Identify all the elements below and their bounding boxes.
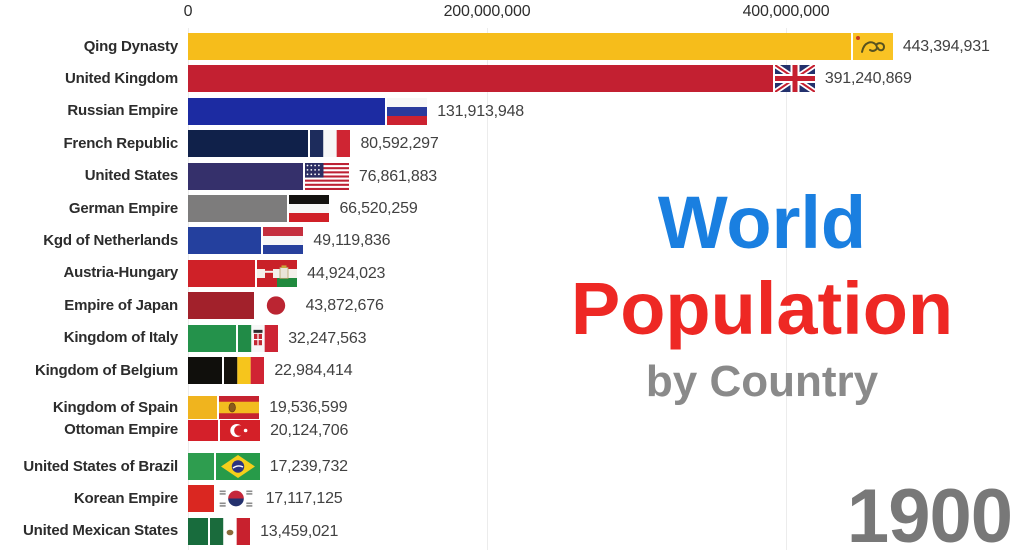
population-bar <box>188 130 309 158</box>
country-label: United States <box>84 167 178 185</box>
value-label: 32,247,563 <box>288 329 367 347</box>
x-axis-tick-label: 0 <box>183 3 193 20</box>
country-label: United Kingdom <box>64 69 178 87</box>
spain-flag-icon <box>219 396 260 419</box>
population-bar <box>188 357 223 384</box>
value-label: 49,119,836 <box>313 232 391 250</box>
population-bar <box>188 292 254 320</box>
country-label: French Republic <box>63 134 178 152</box>
value-label: 131,913,948 <box>437 102 524 120</box>
population-bar <box>188 227 262 255</box>
gridline <box>487 28 488 550</box>
italy-kingdom-flag-icon <box>238 324 279 352</box>
country-label: Kingdom of Spain <box>52 398 178 416</box>
country-label: Russian Empire <box>67 102 178 120</box>
france-flag-icon <box>310 130 351 158</box>
chart-title-line-1: World <box>657 181 867 264</box>
belgium-flag-icon <box>224 357 265 384</box>
population-bar <box>188 453 214 480</box>
country-label: Korean Empire <box>73 489 178 507</box>
value-label: 43,872,676 <box>305 297 384 315</box>
population-bar <box>188 324 237 352</box>
value-label: 44,924,023 <box>307 264 386 282</box>
usa-flag-icon <box>304 162 349 190</box>
country-label: Austria-Hungary <box>63 264 178 282</box>
population-bar <box>188 396 218 419</box>
country-label: German Empire <box>68 199 178 217</box>
country-label: Empire of Japan <box>64 296 178 314</box>
x-axis-tick-label: 400,000,000 <box>742 3 830 20</box>
population-bar <box>188 65 773 93</box>
population-bar <box>188 419 219 441</box>
japan-flag-icon <box>255 292 296 320</box>
country-label: Qing Dynasty <box>83 37 178 55</box>
population-bar <box>188 195 288 222</box>
value-label: 66,520,259 <box>339 200 418 217</box>
country-label: Kingdom of Belgium <box>34 361 178 379</box>
value-label: 76,861,883 <box>358 167 437 185</box>
qing-flag-icon <box>852 33 893 60</box>
value-label: 13,459,021 <box>260 522 339 540</box>
ottoman-flag-icon <box>220 419 261 441</box>
country-label: United Mexican States <box>22 522 178 540</box>
value-label: 80,592,297 <box>360 135 439 153</box>
value-label: 17,117,125 <box>265 490 343 508</box>
value-label: 17,239,732 <box>269 458 348 475</box>
country-label: Ottoman Empire <box>64 421 178 438</box>
population-bar <box>188 485 214 513</box>
russia-flag-icon <box>387 97 428 125</box>
austria-hungary-flag-icon <box>257 259 298 287</box>
population-bar <box>188 259 256 287</box>
value-label: 19,536,599 <box>269 399 348 416</box>
value-label: 391,240,869 <box>824 70 912 88</box>
country-label: Kingdom of Italy <box>63 329 178 347</box>
korea-flag-icon <box>215 485 256 513</box>
population-bar <box>188 33 851 60</box>
year-label: 1900 <box>846 474 1013 554</box>
country-label: United States of Brazil <box>23 457 178 475</box>
value-label: 20,124,706 <box>270 421 349 439</box>
population-bar <box>188 162 303 190</box>
german-empire-flag-icon <box>289 195 330 222</box>
mexico-flag-icon <box>210 517 251 545</box>
country-label: Kgd of Netherlands <box>43 231 178 249</box>
gridline <box>188 28 189 550</box>
netherlands-flag-icon <box>263 227 304 255</box>
uk-flag-icon <box>774 65 815 93</box>
value-label: 22,984,414 <box>274 362 353 379</box>
x-axis-tick-label: 200,000,000 <box>443 3 531 20</box>
brazil-flag-icon <box>215 453 260 480</box>
value-label: 443,394,931 <box>902 38 990 55</box>
population-bar <box>188 517 209 545</box>
population-bar <box>188 97 386 125</box>
chart-title-line-3: by Country <box>645 357 879 406</box>
chart-title-line-2: Population <box>570 267 954 350</box>
gridline <box>786 28 787 550</box>
